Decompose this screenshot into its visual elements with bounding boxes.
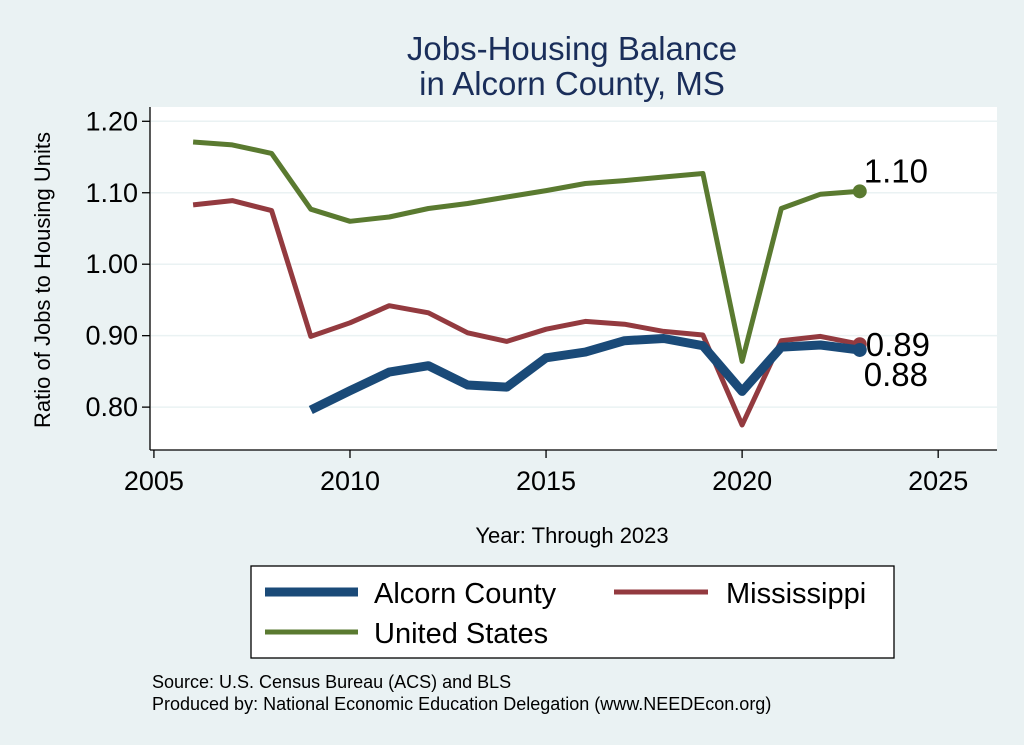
- legend-box: [250, 565, 895, 659]
- legend-label-alcorn-county: Alcorn County: [374, 578, 557, 610]
- chart-title-line-1: Jobs-Housing Balance: [407, 30, 737, 67]
- series: [192, 139, 867, 428]
- x-tick-label: 2015: [516, 466, 576, 496]
- end-point-united-states: [852, 184, 867, 199]
- x-tick-label: 2020: [712, 466, 772, 496]
- gridlines: [151, 120, 997, 408]
- axes: [149, 107, 997, 451]
- y-axis-title: Ratio of Jobs to Housing Units: [30, 132, 55, 428]
- source-note: Source: U.S. Census Bureau (ACS) and BLS: [152, 672, 511, 692]
- y-tick-label: 1.10: [85, 178, 138, 208]
- ticks: 0.80 0.90 1.00 1.10 1.20 2005 2010 2015 2020 2025: [85, 106, 968, 496]
- y-tick-label: 1.00: [85, 249, 138, 279]
- legend-label-united-states: United States: [374, 618, 548, 650]
- end-point-alcorn-county: [852, 342, 867, 357]
- series-line-mississippi: [192, 198, 861, 428]
- end-labels: 0.880.89 1.10: [864, 152, 930, 393]
- x-tick-label: 2025: [908, 466, 968, 496]
- series-line-alcorn-county: [308, 334, 861, 415]
- chart-title-line-2: in Alcorn County, MS: [419, 65, 725, 102]
- legend-label-mississippi: Mississippi: [726, 578, 866, 610]
- y-tick-label: 0.90: [85, 321, 138, 351]
- y-tick-label: 0.80: [85, 392, 138, 422]
- end-label-mississippi: 0.89: [866, 326, 930, 363]
- x-axis-title: Year: Through 2023: [475, 523, 668, 548]
- x-tick-label: 2010: [320, 466, 380, 496]
- end-label-united-states: 1.10: [864, 152, 928, 189]
- end-label-alcorn-county: 0.88: [864, 356, 928, 393]
- y-tick-label: 1.20: [85, 106, 138, 136]
- series-line-united-states: [192, 139, 860, 364]
- x-tick-label: 2005: [124, 466, 184, 496]
- legend: Alcorn County Mississippi United States: [250, 565, 895, 659]
- producer-note: Produced by: National Economic Education…: [152, 694, 771, 714]
